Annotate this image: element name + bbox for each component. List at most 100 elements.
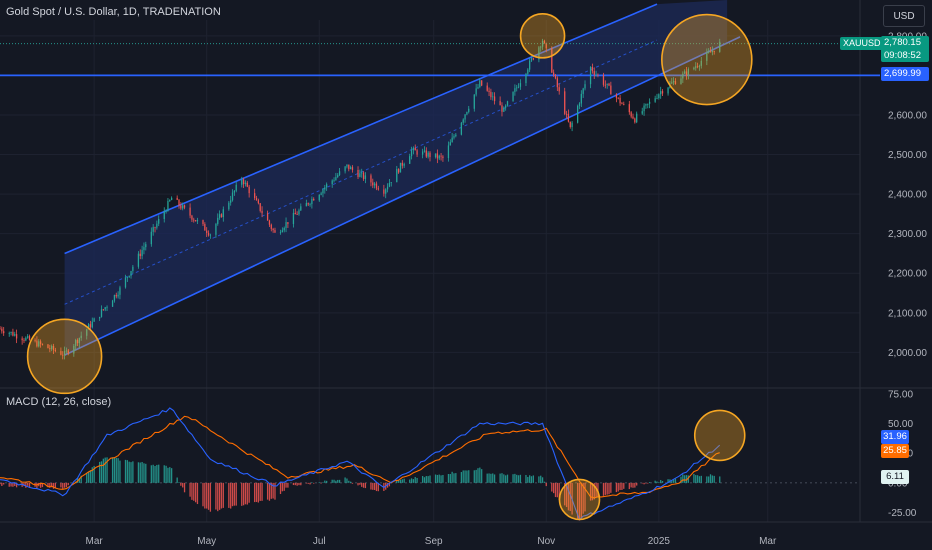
candle-body: [14, 334, 16, 336]
macd-histogram-bar: [672, 479, 675, 483]
candle-body: [349, 167, 352, 170]
macd-histogram-bar: [163, 465, 165, 483]
macd-histogram-bar: [65, 482, 68, 488]
candle-body: [660, 91, 662, 95]
macd-histogram-bar: [696, 475, 699, 483]
macd-histogram-bar: [307, 482, 309, 484]
macd-histogram-bar: [80, 475, 82, 483]
macd-histogram-bar: [220, 482, 223, 509]
candle-body: [255, 198, 258, 201]
macd-histogram-bar: [370, 482, 372, 490]
candle-body: [593, 71, 595, 75]
macd-histogram-bar: [591, 482, 594, 501]
candle-body: [591, 67, 594, 72]
candle-body: [608, 83, 610, 86]
candle-body: [113, 294, 116, 301]
macd-histogram-bar: [244, 482, 247, 505]
candle-body: [682, 73, 684, 79]
macd-histogram-bar: [425, 476, 427, 483]
candle-body: [438, 155, 440, 159]
macd-histogram-bar: [15, 482, 18, 488]
candle-body: [1, 328, 3, 332]
macd-histogram-bar: [532, 475, 534, 483]
candle-body: [141, 250, 143, 257]
macd-histogram-bar: [582, 482, 584, 514]
candle-body: [700, 60, 702, 66]
macd-histogram-bar: [182, 482, 184, 488]
y-tick-label: 2,200.00: [888, 269, 927, 280]
candle-body: [272, 228, 274, 231]
candle-body: [34, 340, 36, 341]
candle-body: [36, 340, 38, 347]
macd-histogram-bar: [100, 461, 103, 483]
macd-histogram-bar: [580, 482, 582, 519]
macd-histogram-bar: [423, 477, 426, 483]
candle-body: [517, 86, 520, 88]
candle-body: [684, 71, 686, 74]
symbol-badge: XAUUSD: [840, 37, 884, 50]
signal-value-badge: 25.85: [881, 444, 909, 458]
macd-histogram-bar: [170, 468, 173, 483]
macd-histogram-bar: [589, 482, 592, 501]
candle-body: [309, 204, 311, 205]
macd-line: [0, 407, 721, 521]
macd-histogram-bar: [337, 479, 339, 483]
macd-histogram-bar: [593, 482, 595, 500]
macd-histogram-bar: [674, 478, 677, 483]
candle-body: [582, 88, 584, 94]
macd-histogram-bar: [228, 482, 230, 508]
macd-histogram-bar: [305, 482, 307, 484]
macd-histogram-bar: [556, 482, 558, 498]
macd-histogram-bar: [610, 482, 612, 493]
chart-title: Gold Spot / U.S. Dollar, 1D, TRADENATION: [6, 6, 221, 18]
candle-body: [667, 87, 669, 94]
candle-body: [217, 217, 219, 224]
candle-body: [713, 50, 715, 52]
candle-body: [556, 78, 558, 88]
macd-histogram-bar: [434, 474, 437, 483]
macd-histogram-bar: [660, 480, 662, 483]
macd-histogram-bar: [438, 474, 440, 483]
macd-histogram-bar: [466, 470, 468, 483]
candle-body: [266, 213, 269, 221]
currency-button[interactable]: USD: [883, 5, 925, 27]
macd-histogram-bar: [119, 460, 121, 483]
candle-body: [242, 179, 245, 185]
candle-body: [283, 227, 285, 231]
macd-histogram-bar: [99, 461, 101, 483]
candle-body: [606, 83, 608, 85]
macd-histogram-bar: [318, 482, 320, 483]
candle-body: [15, 334, 18, 339]
macd-histogram-bar: [543, 481, 546, 483]
candle-body: [656, 98, 658, 99]
candle-body: [680, 78, 682, 85]
candle-body: [529, 60, 531, 70]
macd-histogram-bar: [8, 482, 10, 487]
candle-body: [632, 116, 634, 119]
candle-body: [207, 232, 210, 236]
macd-histogram-bar: [217, 482, 219, 512]
y-tick-label: 2,600.00: [888, 110, 927, 121]
candle-body: [100, 309, 103, 317]
macd-histogram-bar: [132, 461, 134, 483]
x-tick-label: 2025: [648, 536, 671, 547]
candle-body: [165, 211, 167, 212]
macd-histogram-bar: [194, 482, 197, 503]
macd-histogram-bar: [52, 482, 55, 489]
macd-histogram-bar: [604, 482, 606, 495]
macd-histogram-bar: [257, 482, 260, 503]
candle-body: [486, 85, 488, 91]
candle-body: [254, 193, 256, 199]
candle-body: [47, 344, 49, 349]
candle-body: [506, 101, 509, 106]
macd-histogram-bar: [488, 473, 490, 483]
candle-body: [268, 220, 271, 225]
candle-body: [370, 175, 372, 183]
macd-histogram-bar: [619, 482, 621, 491]
candle-body: [403, 163, 405, 166]
macd-histogram-bar: [196, 482, 199, 505]
candle-body: [25, 337, 27, 341]
macd-histogram-bar: [680, 476, 682, 483]
candle-body: [300, 206, 302, 211]
